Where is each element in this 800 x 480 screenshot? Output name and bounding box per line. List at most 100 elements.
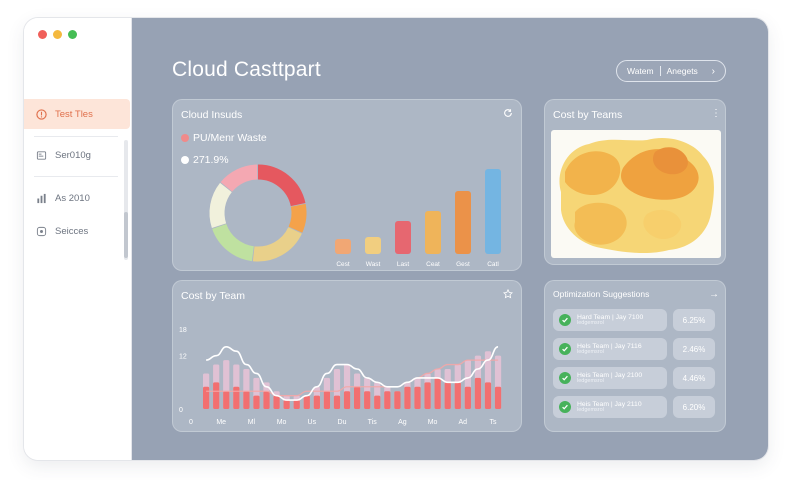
suggestion-subtitle: ledgemsrol <box>577 406 604 413</box>
cost-by-team-card: Cost by Team 0 12 18 0 Me Ml Mo Us Du Tis Ag Mo Ad Ts <box>172 280 522 432</box>
bar[interactable] <box>454 382 461 409</box>
donut-slice[interactable] <box>252 226 302 262</box>
bar[interactable] <box>425 211 441 254</box>
donut-slice[interactable] <box>257 164 306 207</box>
bar[interactable] <box>494 386 502 409</box>
bar[interactable] <box>343 391 351 409</box>
pill-left-label: Watem <box>627 66 654 76</box>
donut-slice[interactable] <box>288 203 307 233</box>
check-icon <box>559 401 571 413</box>
bar[interactable] <box>434 377 441 409</box>
bar[interactable] <box>283 400 290 409</box>
sidebar-item-as-2010[interactable]: As 2010 <box>24 183 130 213</box>
bar[interactable] <box>223 391 230 409</box>
header-pill-button[interactable]: Watem Anegets › <box>616 60 726 82</box>
sidebar-item-label: Ser010g <box>55 149 91 161</box>
bar[interactable] <box>293 400 300 409</box>
scrollbar-thumb[interactable] <box>124 212 128 258</box>
suggestion-value: 4.46% <box>673 367 715 389</box>
bar[interactable] <box>233 386 240 409</box>
x-tick-label: 0 <box>189 419 193 426</box>
x-tick-label: Me <box>216 419 226 426</box>
y-tick-label: 0 <box>179 407 183 414</box>
legend-dot <box>181 156 189 164</box>
sidebar-item-seicces[interactable]: Seicces <box>24 216 130 246</box>
close-button[interactable] <box>38 30 47 39</box>
bar[interactable] <box>303 395 310 409</box>
bar[interactable] <box>364 391 371 409</box>
suggestion-subtitle: ledgemsrol <box>577 319 604 326</box>
bar[interactable] <box>243 391 250 409</box>
bar[interactable] <box>354 386 361 409</box>
suggestion-title: Hard Team | Jay 7100 <box>577 313 644 321</box>
legend-label: PU/Menr Waste <box>193 132 267 144</box>
minimize-button[interactable] <box>53 30 62 39</box>
sidebar-item-test-tles[interactable]: Test Tles <box>24 99 130 129</box>
bar[interactable] <box>333 395 341 409</box>
arrow-right-icon[interactable]: → <box>709 289 719 300</box>
suggestion-item[interactable]: Heis Team | Jay 2110 ledgemsrol <box>553 396 667 418</box>
suggestion-item[interactable]: Hels Team | Jay 7116 ledgemsrol <box>553 338 667 360</box>
bar[interactable] <box>444 382 451 409</box>
bar-label: Ceat <box>426 261 440 268</box>
sidebar-item-label: Seicces <box>55 225 89 237</box>
bar[interactable] <box>335 239 351 254</box>
bar[interactable] <box>213 382 220 409</box>
window-controls <box>38 30 77 39</box>
bar[interactable] <box>484 382 492 409</box>
suggestion-item[interactable]: Hard Team | Jay 7100 ledgemsrol <box>553 309 667 331</box>
suggestion-subtitle: ledgemsrol <box>577 348 604 355</box>
suggestion-item[interactable]: Heis Team | Jay 2100 ledgemsrol <box>553 367 667 389</box>
alert-circle-icon <box>36 108 47 120</box>
sidebar-item-ser010g[interactable]: Ser010g <box>24 140 130 170</box>
y-tick-label: 18 <box>179 327 187 334</box>
sidebar-item-label: As 2010 <box>55 192 90 204</box>
map-region <box>652 147 688 175</box>
bar[interactable] <box>424 382 431 409</box>
x-tick-label: Ml <box>248 419 256 426</box>
bar[interactable] <box>455 191 471 254</box>
series-line <box>206 345 499 401</box>
maximize-button[interactable] <box>68 30 77 39</box>
donut-slice[interactable] <box>212 223 255 262</box>
optimization-suggestions-card: Optimization Suggestions → Hard Team | J… <box>544 280 726 432</box>
more-vertical-icon[interactable]: ⋮ <box>711 108 721 119</box>
star-icon[interactable] <box>502 288 514 302</box>
x-tick-label: Mo <box>428 419 438 426</box>
x-tick-label: Du <box>338 419 347 426</box>
donut-slice[interactable] <box>220 164 258 192</box>
bar-label: Gest <box>456 261 470 268</box>
donut-chart <box>209 164 307 262</box>
map-region <box>574 202 627 245</box>
bar[interactable] <box>273 395 280 409</box>
cloud-insights-card: Cloud Insuds PU/Menr Waste 271.9% Cest Wa… <box>172 99 522 271</box>
bar[interactable] <box>253 395 260 409</box>
bar[interactable] <box>263 391 270 409</box>
bar[interactable] <box>313 395 320 409</box>
team-cost-chart: 0 12 18 0 Me Ml Mo Us Du Tis Ag Mo Ad Ts <box>179 327 502 426</box>
bar[interactable] <box>474 377 482 409</box>
x-tick-label: Us <box>308 419 317 426</box>
bar[interactable] <box>485 169 501 254</box>
map-region <box>643 209 682 240</box>
bar[interactable] <box>414 386 421 409</box>
donut-slice[interactable] <box>209 182 233 228</box>
x-tick-label: Tis <box>368 419 378 426</box>
bar[interactable] <box>365 237 381 254</box>
bar[interactable] <box>374 395 381 409</box>
legend-dot <box>181 134 189 142</box>
pill-right-label: Anegets <box>666 66 698 76</box>
bar[interactable] <box>203 386 210 409</box>
bar[interactable] <box>395 221 411 254</box>
sidebar-scrollbar[interactable] <box>124 140 128 260</box>
bar[interactable] <box>323 391 331 409</box>
bar[interactable] <box>464 386 471 409</box>
legend-percent: 271.9% <box>181 154 229 166</box>
card-title: Cost by Teams <box>553 109 623 121</box>
pill-divider <box>659 66 661 76</box>
card-title: Cost by Team <box>181 290 245 302</box>
bar[interactable] <box>404 386 411 409</box>
refresh-icon[interactable] <box>503 108 513 121</box>
bar[interactable] <box>384 391 391 409</box>
bar[interactable] <box>394 391 401 409</box>
